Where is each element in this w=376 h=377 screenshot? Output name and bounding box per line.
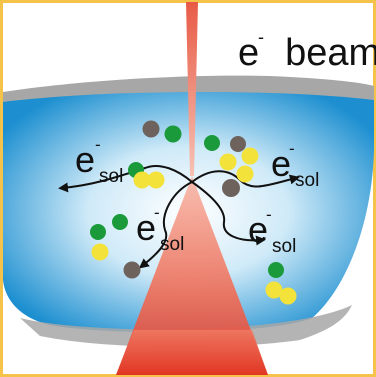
esol-e: e [271,143,292,184]
solvated-electron-label-center: e - sol [136,204,184,254]
esol-charge: - [266,205,272,224]
esol-charge: - [289,139,295,158]
yellow-particle [91,243,109,261]
solvated-electron-label-lower-right: e - sol [248,206,296,256]
dark-particle [222,179,240,197]
incoming-electron-beam [186,2,198,176]
trajectory-down-right [191,181,266,246]
trajectory-down-left [138,181,193,269]
esol-e: e [136,207,157,248]
beam-word: beam [285,32,376,74]
yellow-particle [265,281,283,299]
beam-charge-superscript: - [258,27,264,47]
yellow-particle [147,171,165,189]
esol-sub: sol [272,236,297,257]
solvated-electron-label-right: e - sol [271,140,319,190]
solvated-electron-label-left: e - sol [75,136,123,186]
green-particle [164,125,182,143]
dark-particle [230,136,246,152]
particles [90,120,297,305]
esol-charge: - [95,135,101,154]
yellow-particle [241,147,259,165]
beam-e-symbol: e [238,32,260,74]
trajectory-left [58,164,193,193]
electron-beam-label: e - beam [238,28,376,74]
green-particle [204,135,220,151]
esol-e: e [248,209,269,250]
scattering-cone [116,176,268,375]
esol-sub: sol [295,170,320,191]
esol-sub: sol [160,234,185,255]
bottom-membrane [20,305,352,348]
esol-sub: sol [99,166,124,187]
dark-particle [123,261,141,279]
yellow-particle [133,171,151,189]
esol-e: e [75,139,96,180]
dark-particle [142,120,160,138]
green-particle [90,224,106,240]
yellow-particle [236,165,254,183]
exit-cone [116,330,268,375]
yellow-particle [279,287,297,305]
green-particle [112,214,128,230]
yellow-particle [219,153,237,171]
esol-charge: - [154,203,160,222]
green-particle [268,262,284,278]
